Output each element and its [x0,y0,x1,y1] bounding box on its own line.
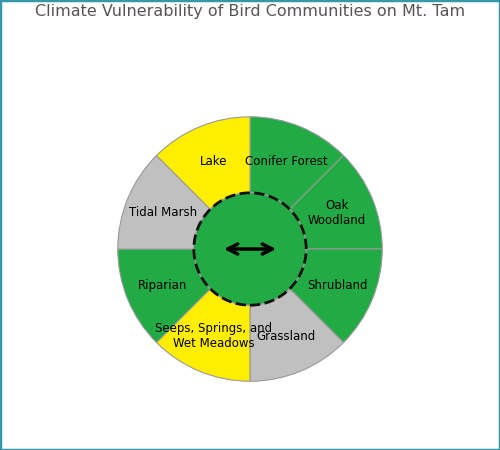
Text: Oak
Woodland: Oak Woodland [308,199,366,227]
Wedge shape [118,249,210,342]
Wedge shape [250,289,344,381]
Text: Grassland: Grassland [256,329,316,342]
Title: Climate Vulnerability of Bird Communities on Mt. Tam: Climate Vulnerability of Bird Communitie… [35,4,465,19]
Wedge shape [118,156,210,249]
Text: Lake: Lake [200,156,228,168]
Wedge shape [290,156,382,249]
Wedge shape [156,117,250,209]
Wedge shape [156,289,250,381]
Text: Shrubland: Shrubland [307,279,368,292]
Text: Tidal Marsh: Tidal Marsh [129,207,197,220]
Text: Conifer Forest: Conifer Forest [244,156,328,168]
Wedge shape [290,249,382,342]
Wedge shape [250,117,344,209]
Circle shape [194,193,306,305]
Text: Riparian: Riparian [138,279,188,292]
Text: Seeps, Springs, and
Wet Meadows: Seeps, Springs, and Wet Meadows [156,322,272,350]
